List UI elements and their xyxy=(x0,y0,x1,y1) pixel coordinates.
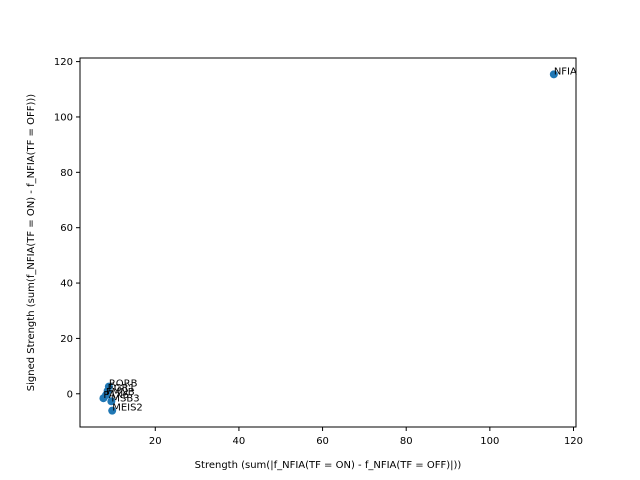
scatter-point-pax6 xyxy=(99,394,108,403)
x-axis-label: Strength (sum(|f_NFIA(TF = ON) - f_NFIA(… xyxy=(195,460,462,471)
scatter-point-msb3 xyxy=(107,397,116,406)
y-axis-label: Signed Strength (sum(f_NFIA(TF = ON) - f… xyxy=(26,94,37,391)
y-tick-label: 60 xyxy=(60,223,73,234)
point-label-pax6: PAX6 xyxy=(103,390,128,401)
y-tick-label: 120 xyxy=(54,57,73,68)
x-tick-label: 20 xyxy=(149,436,162,447)
x-tick-label: 120 xyxy=(564,436,583,447)
y-tick-label: 20 xyxy=(60,334,73,345)
point-label-fmnb: FMNB xyxy=(106,387,135,398)
y-tick-label: 80 xyxy=(60,168,73,179)
point-label-nfia: NFIA xyxy=(554,66,577,77)
x-tick-label: 100 xyxy=(480,436,499,447)
x-axis-ticks: 20 40 60 80 100 120 xyxy=(149,427,583,447)
plot-area xyxy=(79,57,577,428)
scatter-point-nfia xyxy=(549,70,558,79)
x-tick-label: 60 xyxy=(316,436,329,447)
data-points xyxy=(99,70,558,415)
x-tick-label: 80 xyxy=(400,436,413,447)
y-tick-label: 0 xyxy=(67,389,73,400)
scatter-point-meis2 xyxy=(108,406,117,415)
point-label-msb3: MSB3 xyxy=(111,393,139,404)
x-tick-label: 40 xyxy=(233,436,246,447)
point-label-rorb: RORB xyxy=(109,379,138,390)
point-label-egr1: EGR1 xyxy=(108,383,135,394)
y-tick-label: 40 xyxy=(60,279,73,290)
y-tick-label: 100 xyxy=(54,112,73,123)
point-label-meis2: MEIS2 xyxy=(112,403,143,414)
y-axis-ticks: 0 20 40 60 80 100 120 xyxy=(54,57,80,400)
